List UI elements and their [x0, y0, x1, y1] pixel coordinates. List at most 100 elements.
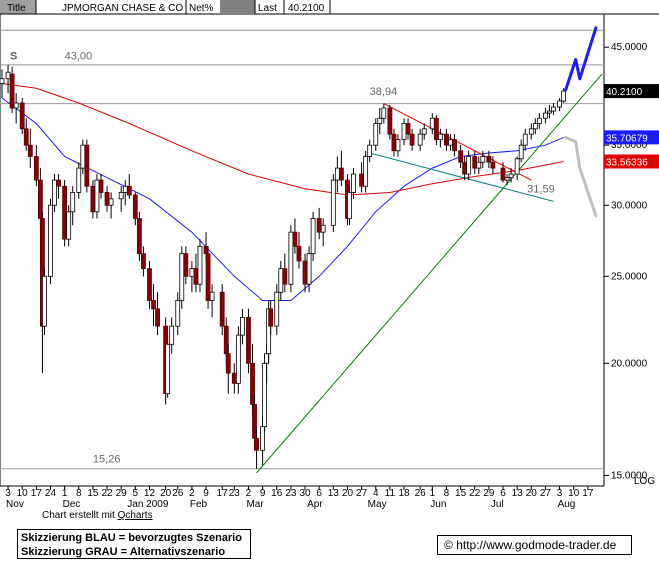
candle-body: [452, 139, 457, 152]
candle-body: [262, 362, 268, 428]
candle-91: [421, 123, 427, 140]
trendlines: [256, 73, 603, 474]
candle-body: [9, 73, 15, 109]
candle-body: [268, 308, 274, 327]
candle-body: [522, 133, 528, 146]
x-tick-label-6: 15: [87, 488, 99, 499]
candle-body: [254, 437, 259, 451]
x-tick-label-16: 23: [229, 488, 241, 499]
candle-body: [429, 117, 435, 130]
title-label-cell: [0, 0, 36, 14]
candle-body: [532, 123, 538, 130]
candle-50: [235, 326, 241, 394]
price-box-label: 33.56336: [606, 158, 648, 169]
candle-body: [395, 139, 401, 152]
candle-body: [338, 167, 344, 181]
candle-45: [209, 284, 215, 318]
candle-66: [296, 232, 302, 269]
candle-10: [42, 268, 47, 336]
candle-90: [417, 128, 423, 151]
x-month-label-6: May: [368, 499, 387, 510]
candle-body: [401, 123, 407, 141]
hline-label-3: 15,26: [93, 454, 121, 466]
candle-body: [381, 107, 387, 119]
candle-body: [108, 198, 114, 206]
candle-112: [528, 123, 534, 140]
candle-11: [48, 198, 53, 285]
candle-body: [250, 362, 255, 405]
legend-line-blue: Skizzierung BLAU = bevorzugtes Szenario: [21, 532, 242, 544]
candle-body: [235, 334, 241, 384]
candle-body: [282, 268, 288, 285]
instrument-name: JPMORGAN CHASE & CO: [62, 3, 183, 14]
candle-body: [528, 128, 534, 135]
price-box-2: 33.56336: [604, 154, 659, 169]
candle-body: [5, 71, 11, 80]
candle-41: [193, 253, 199, 293]
x-tick-label-2: 17: [31, 488, 43, 499]
x-tick-label-36: 13: [512, 488, 524, 499]
candle-8: [37, 168, 43, 226]
horizontal-lines: [0, 29, 604, 470]
candle-49: [231, 363, 237, 394]
candle-body: [320, 224, 326, 233]
candle-39: [183, 246, 189, 285]
candle-26: [122, 180, 128, 206]
candle-body: [330, 179, 336, 226]
candle-76: [347, 186, 352, 226]
candle-0: [0, 69, 5, 99]
source-url-box[interactable]: © http://www.godmode-trader.de: [437, 535, 632, 555]
candle-body: [363, 156, 369, 187]
candle-79: [363, 150, 369, 193]
candle-body: [288, 231, 294, 285]
candle-35: [165, 335, 171, 398]
candle-body: [260, 426, 266, 451]
price-box-bg: [604, 154, 659, 169]
candle-body: [387, 107, 393, 135]
x-tick-label-30: 1: [430, 488, 436, 499]
candle-body: [0, 78, 5, 84]
trendline-2: [369, 152, 554, 202]
candle-body: [223, 325, 229, 355]
candle-body: [70, 192, 76, 213]
candle-31: [147, 261, 152, 309]
candle-body: [316, 218, 322, 233]
last-value: 40.2100: [288, 3, 325, 14]
candle-body: [56, 179, 61, 187]
candle-84: [387, 104, 393, 140]
candle-57: [262, 353, 268, 432]
mode-label: Net%: [189, 3, 214, 14]
candle-body: [209, 291, 215, 301]
candle-1: [5, 64, 11, 94]
price-box-label: 40.2100: [606, 87, 643, 98]
x-month-label-8: Jul: [491, 499, 504, 510]
candle-19: [84, 139, 90, 193]
x-tick-label-28: 18: [398, 488, 410, 499]
candle-body: [175, 300, 181, 327]
candle-body: [76, 167, 82, 193]
annotation-0: S: [10, 51, 17, 63]
candle-40: [189, 261, 195, 293]
price-box-1: 35.70679: [604, 130, 659, 145]
candle-44: [205, 246, 211, 309]
candle-113: [532, 118, 538, 135]
x-tick-label-8: 29: [116, 488, 128, 499]
moving-average-1: [1, 83, 564, 196]
candle-body: [104, 192, 110, 206]
candle-70: [316, 207, 322, 240]
candle-29: [136, 211, 142, 262]
candle-body: [292, 231, 298, 247]
candle-body: [197, 245, 203, 285]
candle-100: [466, 150, 472, 181]
candle-97: [452, 134, 457, 157]
candle-body: [334, 167, 340, 181]
annotation-1: 31,59: [527, 183, 555, 195]
candle-14: [62, 180, 68, 247]
candle-92: [429, 113, 435, 135]
x-tick-label-11: 20: [160, 488, 172, 499]
candle-body: [136, 218, 142, 255]
candle-body: [147, 268, 152, 301]
candle-body: [219, 291, 225, 327]
x-month-label-9: Aug: [558, 499, 576, 510]
chart-credit-tool[interactable]: Qcharts: [117, 510, 153, 521]
